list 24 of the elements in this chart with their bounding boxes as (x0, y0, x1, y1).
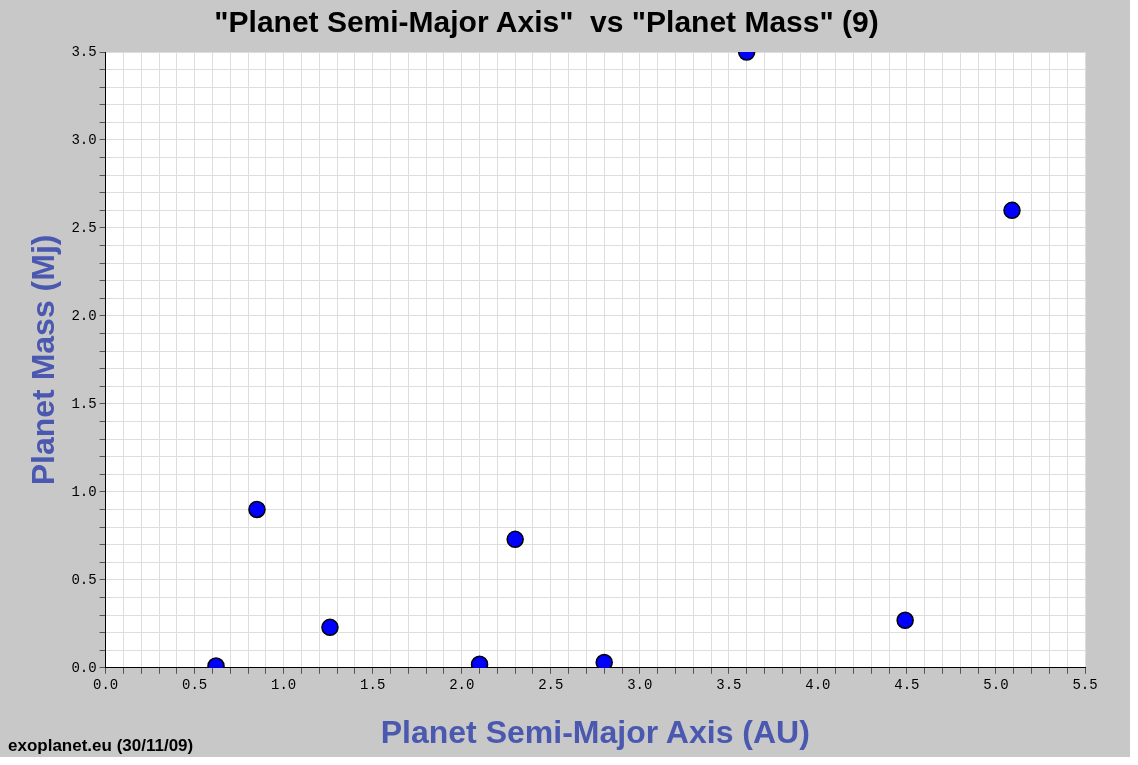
y-tick-label: 3.5 (71, 43, 97, 60)
x-tick-label: 1.5 (360, 676, 386, 693)
x-tick-label: 2.5 (538, 676, 564, 693)
x-tick-label: 1.0 (271, 676, 297, 693)
x-axis-title: Planet Semi-Major Axis (AU) (380, 713, 810, 750)
y-axis-title: Planet Mass (Mj) (25, 234, 62, 486)
text: exoplanet.eu (30/11/09) (8, 736, 194, 756)
x-tick-label: 2.0 (449, 676, 475, 693)
chart-title: "Planet Semi-Major Axis" vs "Planet Mass" (9) (214, 5, 879, 39)
x-tick-label: 3.0 (627, 676, 653, 693)
y-tick-label: 1.5 (71, 395, 97, 412)
x-tick-label: 4.0 (805, 676, 831, 693)
y-tick-label: 0.0 (71, 659, 97, 676)
x-tick-label: 0.0 (92, 676, 119, 693)
x-tick-label: 4.5 (894, 676, 920, 693)
y-tick-label: 2.5 (71, 219, 97, 236)
x-tick-label: 5.5 (1072, 676, 1098, 693)
x-tick-label: 5.0 (983, 676, 1009, 693)
x-tick-label: 0.5 (182, 676, 208, 693)
y-tick-label: 3.0 (71, 131, 97, 148)
x-tick-label: 3.5 (716, 676, 742, 693)
y-tick-label: 1.0 (71, 483, 97, 500)
y-tick-label: 2.0 (71, 307, 97, 324)
y-tick-label: 0.5 (71, 571, 97, 588)
